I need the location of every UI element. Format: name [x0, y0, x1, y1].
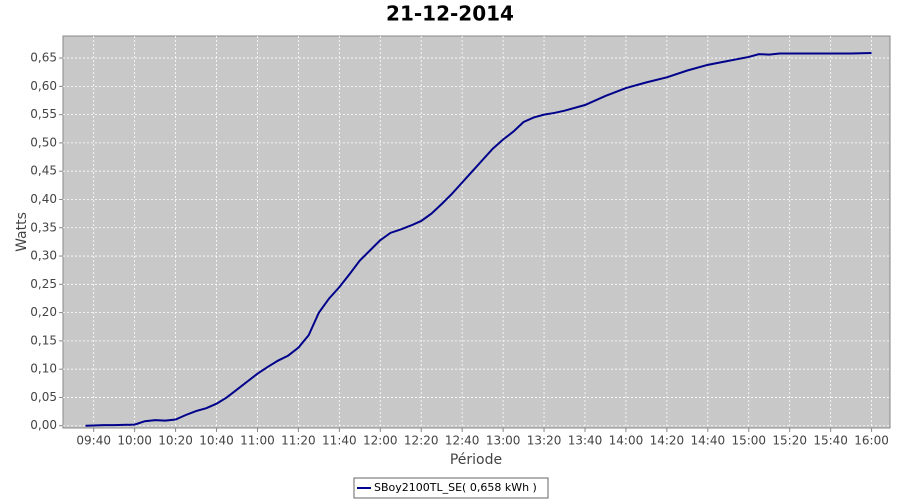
y-tick-label: 0,55	[30, 107, 57, 121]
y-tick-label: 0,65	[30, 51, 57, 65]
x-tick-label: 15:40	[813, 434, 848, 448]
y-tick-label: 0,15	[30, 333, 57, 347]
x-tick-label: 15:20	[772, 434, 807, 448]
plot-area	[62, 35, 891, 429]
x-tick-label: 14:20	[650, 434, 685, 448]
x-tick-label: 11:00	[240, 434, 275, 448]
x-tick-label: 12:20	[404, 434, 439, 448]
x-tick-label: 10:20	[158, 434, 193, 448]
x-axis-label: Période	[450, 452, 502, 468]
x-tick-label: 11:20	[281, 434, 316, 448]
x-tick-label: 15:00	[731, 434, 766, 448]
x-tick-label: 10:00	[117, 434, 152, 448]
data-line	[85, 51, 872, 427]
legend-box	[353, 477, 549, 499]
y-tick-label: 0,30	[30, 249, 57, 263]
y-tick-label: 0,40	[30, 192, 57, 206]
x-tick-label: 16:00	[854, 434, 889, 448]
x-tick-label: 13:00	[486, 434, 521, 448]
y-tick-label: 0,00	[30, 418, 57, 432]
y-tick-label: 0,60	[30, 79, 57, 93]
y-tick-label: 0,10	[30, 362, 57, 376]
x-tick-label: 09:40	[76, 434, 111, 448]
y-tick-label: 0,45	[30, 164, 57, 178]
y-axis-label: Watts	[14, 212, 30, 252]
x-tick-label: 11:40	[322, 434, 357, 448]
x-tick-label: 13:20	[527, 434, 562, 448]
y-tick-label: 0,50	[30, 135, 57, 149]
x-tick-label: 14:40	[691, 434, 726, 448]
x-tick-label: 10:40	[199, 434, 234, 448]
y-tick-label: 0,35	[30, 220, 57, 234]
x-tick-label: 13:40	[568, 434, 603, 448]
y-tick-label: 0,25	[30, 277, 57, 291]
chart-title: 21-12-2014	[386, 2, 514, 26]
x-tick-label: 12:00	[363, 434, 398, 448]
y-tick-label: 0,05	[30, 390, 57, 404]
y-tick-label: 0,20	[30, 305, 57, 319]
x-tick-label: 12:40	[445, 434, 480, 448]
legend-label: SBoy2100TL_SE( 0,658 kWh )	[374, 481, 537, 494]
x-tick-label: 14:00	[609, 434, 644, 448]
